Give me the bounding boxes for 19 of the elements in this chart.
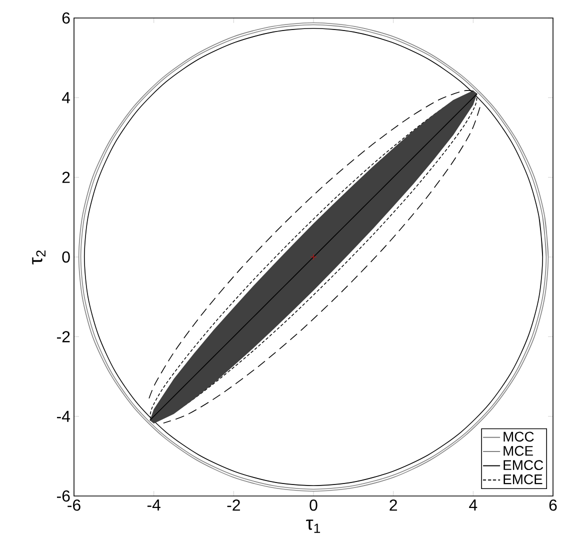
x-tick-label: 0 [310,500,318,511]
y-tick-label: -2 [57,331,70,342]
x-tick-label: 4 [469,500,478,510]
legend-label: MCC [504,432,534,442]
x-axis-title: τ$_{1}$ [306,520,320,533]
x-tick-label: -4 [147,500,160,510]
legend-label: EMCC [504,460,544,470]
x-tick-label: -2 [227,500,240,511]
legend-label: MCE [504,446,533,456]
y-tick-label: 2 [62,172,70,183]
y-tick-label: -6 [57,490,70,502]
y-tick-label: 6 [62,12,70,24]
x-tick-label: 2 [390,500,397,511]
legend-label: EMCE [504,474,542,484]
y-tick-label: -4 [57,410,70,422]
y-axis-title: τ$_{2}$ [32,250,46,264]
y-tick-label: 4 [62,92,70,104]
y-tick-label: 0 [62,251,70,263]
x-tick-label: 6 [549,500,557,511]
